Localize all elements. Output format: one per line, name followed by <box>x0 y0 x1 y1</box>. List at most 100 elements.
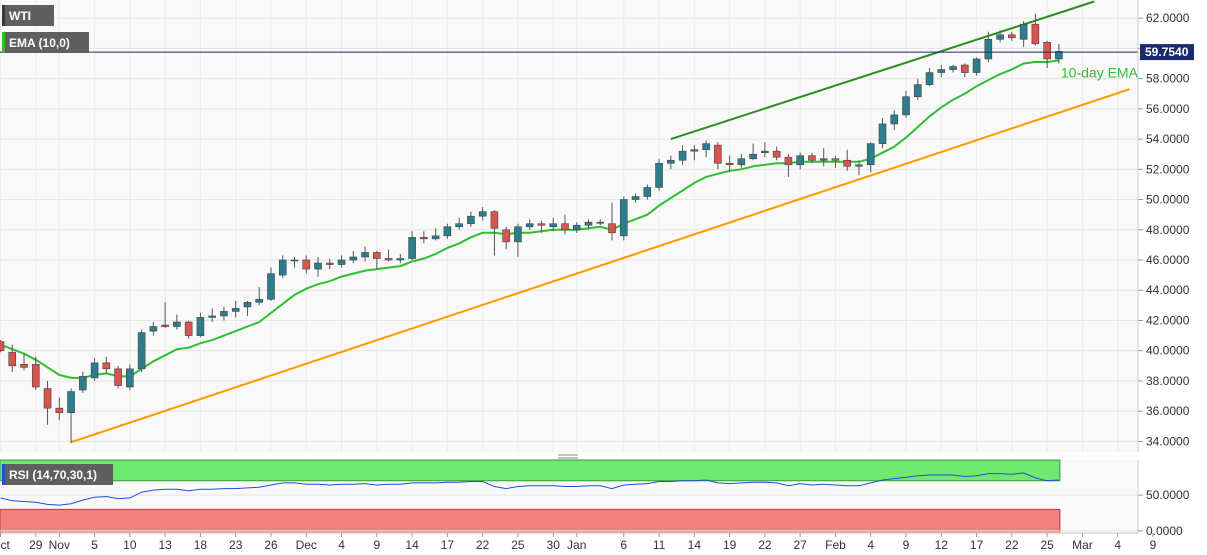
candle-body <box>431 235 440 240</box>
candle-body <box>255 299 264 303</box>
rsi-legend-badge[interactable]: RSI (14,70,30,1) <box>2 464 113 485</box>
candle <box>196 312 205 338</box>
candle <box>8 344 17 372</box>
candle-body <box>43 388 52 409</box>
candle-body <box>619 199 628 237</box>
y-tick-label: 50.0000 <box>1146 193 1190 207</box>
panel-divider[interactable] <box>0 452 1207 460</box>
candle <box>255 287 264 306</box>
candle <box>55 397 64 421</box>
candle <box>784 154 793 177</box>
ema-polyline <box>0 59 1060 379</box>
candle <box>349 250 358 264</box>
svg-text:RSI (14,70,30,1): RSI (14,70,30,1) <box>9 468 97 482</box>
candle <box>79 371 87 394</box>
candle-body <box>878 123 887 144</box>
candle <box>525 219 534 230</box>
candle-body <box>525 223 534 228</box>
candle <box>749 143 757 161</box>
candle <box>819 148 828 167</box>
y-tick-label: 48.0000 <box>1146 223 1190 237</box>
candle <box>1031 13 1040 46</box>
y-tick-label: 54.0000 <box>1146 132 1190 146</box>
rsi-tick-label: 50.0000 <box>1146 488 1190 502</box>
rsi-zones <box>0 459 1061 534</box>
candle-body <box>31 364 40 388</box>
candle <box>290 256 299 268</box>
candle-body <box>126 368 134 388</box>
candle-body <box>502 229 510 243</box>
candle <box>302 255 311 274</box>
y-tick-label: 36.0000 <box>1146 404 1190 418</box>
candle <box>20 353 28 371</box>
candle-body <box>984 39 993 60</box>
candle-body <box>690 149 699 152</box>
candle-body <box>173 321 181 327</box>
candle-body <box>1055 51 1063 60</box>
candle-body <box>937 69 946 73</box>
x-tick-label: Mar <box>1072 538 1093 552</box>
candle-body <box>631 196 640 200</box>
candle-body <box>79 376 87 391</box>
candle-body <box>537 223 546 226</box>
candle-body <box>584 221 593 226</box>
candle-body <box>314 262 322 270</box>
x-tick-label: 10 <box>123 538 137 552</box>
candle-body <box>196 317 205 336</box>
candle-body <box>20 364 28 368</box>
candle <box>584 219 593 230</box>
rsi-line <box>0 472 1059 506</box>
resize-handle-icon[interactable] <box>558 454 578 459</box>
candle-body <box>55 407 64 413</box>
candle-body <box>114 368 122 386</box>
rsi-axis[interactable]: 0.0000 50.0000 <box>1137 460 1190 538</box>
x-tick-label: Jan <box>567 538 586 552</box>
candle <box>314 256 322 277</box>
time-axis[interactable]: Oct 29 Nov 5 10 13 18 23 26 Dec 4 9 14 17 22 25 30 Jan 6 11… <box>0 532 1157 552</box>
y-tick-label: 52.0000 <box>1146 162 1190 176</box>
symbol-badge[interactable]: WTI <box>2 5 54 26</box>
candle <box>655 158 663 191</box>
candle-body <box>137 332 146 370</box>
candle <box>972 57 981 76</box>
candle-body <box>643 187 652 197</box>
price-axis[interactable]: 34.0000 36.0000 38.0000 40.0000 42.0000 44.00… <box>1137 0 1190 452</box>
candle <box>549 217 558 232</box>
candle-body <box>290 259 299 262</box>
main-plot-area <box>0 0 1138 452</box>
candle-body <box>325 262 334 265</box>
candle-body <box>843 159 852 167</box>
candle <box>843 149 852 171</box>
candle-body <box>267 273 275 300</box>
candle <box>961 63 969 78</box>
candle-body <box>866 143 875 166</box>
candle-body <box>490 211 499 229</box>
candle-body <box>467 215 475 225</box>
x-tick-label: 22 <box>1005 538 1019 552</box>
candle <box>514 223 522 257</box>
candle-body <box>961 64 969 73</box>
candle-body <box>1008 34 1016 39</box>
x-tick-label: 18 <box>194 538 208 552</box>
candle <box>949 65 957 73</box>
candle-body <box>231 308 240 312</box>
ema-line <box>0 59 1060 379</box>
x-tick-label: 4 <box>867 538 874 552</box>
candle-body <box>208 315 216 318</box>
candle-body <box>1031 23 1040 45</box>
ema-annotation: 10-day EMA <box>1061 64 1139 80</box>
candle-body <box>702 143 710 150</box>
candle-body <box>90 362 99 379</box>
x-tick-label: 27 <box>794 538 808 552</box>
ema-legend-badge[interactable]: EMA (10,0) <box>2 32 89 53</box>
y-tick-label: 34.0000 <box>1146 434 1190 448</box>
candle <box>890 110 899 131</box>
candle <box>866 142 875 173</box>
candle <box>267 267 275 301</box>
svg-text:WTI: WTI <box>9 9 31 23</box>
candle-body <box>161 324 169 327</box>
rsi-oversold-zone <box>0 508 1061 534</box>
current-price-badge: 59.7540 <box>1140 44 1194 61</box>
candle <box>325 258 334 270</box>
